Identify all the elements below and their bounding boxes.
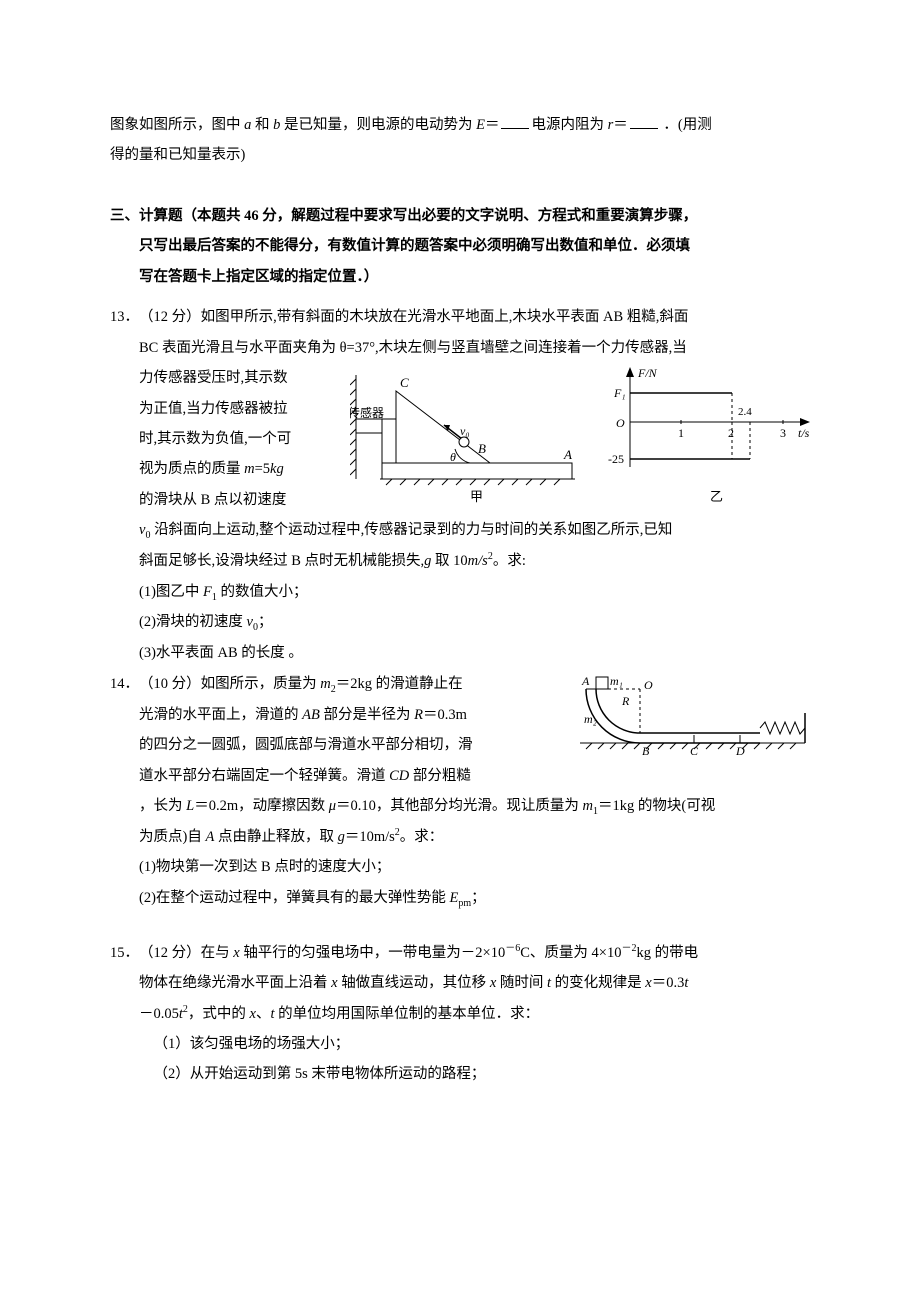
svg-text:θ: θ <box>450 450 456 464</box>
svg-text:D: D <box>735 744 745 758</box>
svg-text:甲: 甲 <box>470 489 483 504</box>
intro-line2: 得的量和已知量表示) <box>110 147 245 163</box>
svg-text:m₁: m₁ <box>610 674 623 688</box>
section3-cont2: 写在答题卡上指定区域的指定位置．） <box>110 262 810 292</box>
q13-num: 13． <box>110 302 139 332</box>
svg-text:t/s: t/s <box>798 426 810 440</box>
q13: 13． （12 分）如图甲所示,带有斜面的木块放在光滑水平地面上,木块水平表面 … <box>110 302 810 669</box>
q13-svg: 传感器 C B A θ <box>350 367 810 509</box>
svg-text:A: A <box>581 674 590 688</box>
svg-text:F/N: F/N <box>637 367 658 380</box>
q14-num: 14． <box>110 669 139 699</box>
fig-jia: 传感器 C B A θ <box>350 375 575 504</box>
intro-para: 图象如图所示，图中 a 和 b 是已知量，则电源的电动势为 E＝电源内阻为 r＝… <box>110 110 810 171</box>
svg-text:1: 1 <box>678 426 684 440</box>
svg-text:乙: 乙 <box>710 489 723 504</box>
page: 图象如图所示，图中 a 和 b 是已知量，则电源的电动势为 E＝电源内阻为 r＝… <box>0 0 920 1302</box>
svg-text:A: A <box>563 447 572 462</box>
q14-body: A m₁ O R m₂ B C D （10 分）如图所示，质量为 m2＝2kg … <box>139 669 810 914</box>
q15-num: 15． <box>110 938 139 968</box>
section3-title: 三、计算题（本题共 46 分，解题过程中要求写出必要的文字说明、方程式和重要演算… <box>110 201 810 231</box>
svg-text:R: R <box>621 694 630 708</box>
svg-text:m₂: m₂ <box>584 712 597 726</box>
label-sensor: 传感器 <box>350 405 384 420</box>
svg-text:F₁: F₁ <box>613 386 626 400</box>
svg-text:B: B <box>478 441 486 456</box>
svg-text:C: C <box>400 375 409 390</box>
section3-cont1: 只写出最后答案的不能得分，有数值计算的题答案中必须明确写出数值和单位．必须填 <box>110 231 810 261</box>
svg-text:C: C <box>690 744 699 758</box>
q14-figure: A m₁ O R m₂ B C D <box>580 673 810 759</box>
svg-text:B: B <box>642 744 650 758</box>
svg-text:-25: -25 <box>608 452 624 466</box>
q15: 15． （12 分）在与 x 轴平行的匀强电场中，一带电量为－2×10－6C、质… <box>110 938 810 1090</box>
q15-body: （12 分）在与 x 轴平行的匀强电场中，一带电量为－2×10－6C、质量为 4… <box>139 938 810 1090</box>
svg-text:2: 2 <box>728 426 734 440</box>
svg-text:v₀: v₀ <box>460 424 470 438</box>
svg-text:3: 3 <box>780 426 786 440</box>
q14-svg: A m₁ O R m₂ B C D <box>580 673 810 759</box>
fig-yi: F/N O F₁ -25 1 2 <box>608 367 810 504</box>
svg-text:O: O <box>644 678 653 692</box>
intro-text: 图象如图所示，图中 a 和 b 是已知量，则电源的电动势为 E＝电源内阻为 r＝… <box>110 117 712 133</box>
svg-text:O: O <box>616 416 625 430</box>
blank-emf <box>501 114 529 130</box>
q14: 14． <box>110 669 810 914</box>
q13-figures: 传感器 C B A θ <box>350 367 810 509</box>
blank-r <box>630 114 658 130</box>
svg-text:2.4: 2.4 <box>738 406 752 418</box>
q13-body: （12 分）如图甲所示,带有斜面的木块放在光滑水平地面上,木块水平表面 AB 粗… <box>139 302 810 669</box>
